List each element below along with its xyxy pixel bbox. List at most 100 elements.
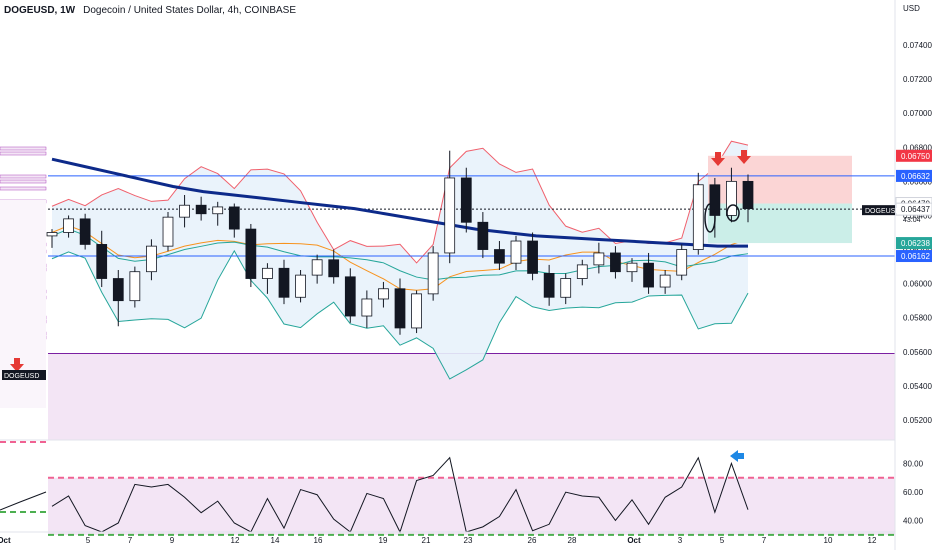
- time-tick: 26: [528, 536, 537, 545]
- candle-up: [63, 218, 74, 233]
- candle-up: [311, 259, 323, 276]
- bollinger-fill: [52, 141, 748, 379]
- left-arrow-icon: [730, 450, 744, 462]
- candle-down: [543, 273, 555, 298]
- candle-down: [79, 218, 91, 245]
- candle-up: [659, 274, 671, 288]
- price-tick: 0.06800: [903, 143, 932, 152]
- current-symbol-text: DOGEUSD: [865, 208, 900, 215]
- support-zone: [48, 353, 895, 440]
- candle-down: [195, 204, 207, 215]
- price-label: 0.06750: [901, 152, 930, 161]
- time-tick: Oct: [627, 536, 641, 545]
- circle-annotation: [704, 203, 716, 233]
- price-label: 0.06162: [901, 252, 930, 261]
- price-label: 0.06437: [901, 205, 930, 214]
- price-tick: 0.07000: [903, 109, 932, 118]
- time-tick: 3: [678, 536, 683, 545]
- down-arrow-icon: [711, 152, 725, 166]
- candle-down: [278, 267, 290, 298]
- price-tick: 0.07200: [903, 75, 932, 84]
- left-zone-stripe: [0, 179, 47, 184]
- price-label-bg: [896, 149, 932, 162]
- symbol-description: Dogecoin / United States Dollar, 4h, COI…: [83, 4, 297, 16]
- candle-down: [527, 240, 538, 274]
- candle-up: [212, 206, 224, 215]
- rsi-tick: 60.00: [903, 488, 924, 497]
- current-symbol-tag: [862, 205, 895, 216]
- candle-up: [676, 249, 688, 276]
- left-zone-stripe: [0, 146, 47, 151]
- time-tick: 7: [762, 536, 767, 545]
- candle-down: [460, 177, 472, 223]
- candle-down: [643, 262, 654, 288]
- time-tick: 5: [86, 536, 91, 545]
- price-label-bg: [896, 250, 932, 263]
- rsi-band: [48, 477, 895, 535]
- price-tick: 0.05400: [903, 382, 932, 391]
- currency-label: USD: [903, 4, 920, 13]
- candle-up: [129, 271, 141, 302]
- price-tick: 0.05200: [903, 416, 932, 425]
- candle-down: [477, 221, 489, 250]
- left-symbol-text: DOGEUSD: [4, 373, 39, 380]
- candle-down: [96, 244, 108, 279]
- candle-up: [378, 288, 389, 300]
- candle-up: [361, 298, 373, 317]
- ema-200-line: [51, 157, 748, 248]
- price-tick: 0.05600: [903, 348, 932, 357]
- time-tick: 5: [720, 536, 725, 545]
- candle-up: [427, 252, 439, 295]
- candle-up: [576, 264, 588, 279]
- left-symbol-tag: [2, 370, 46, 380]
- candle-up: [179, 204, 190, 218]
- candle-up: [146, 245, 157, 273]
- candle-up: [593, 252, 605, 266]
- time-tick: 16: [314, 536, 323, 545]
- candle-down: [394, 288, 406, 329]
- candle-up: [726, 180, 737, 216]
- price-label: 0.06238: [901, 239, 930, 248]
- price-tick: 0.06400: [903, 211, 932, 220]
- candle-down: [344, 276, 356, 317]
- candle-down: [610, 252, 621, 273]
- time-tick: 28: [568, 536, 577, 545]
- left-zone-stripe: [0, 174, 47, 179]
- candle-up: [444, 177, 456, 254]
- time-tick: 9: [170, 536, 175, 545]
- left-zone-stripe: [0, 151, 47, 156]
- candle-down: [742, 180, 754, 210]
- price-tick: 0.05800: [903, 314, 932, 323]
- time-tick: Oct: [0, 536, 11, 545]
- time-tick: 21: [422, 536, 431, 545]
- time-tick: 7: [128, 536, 133, 545]
- candle-up: [295, 274, 306, 298]
- candle-up: [560, 278, 572, 298]
- candle-down: [328, 259, 340, 278]
- price-tick: 0.07400: [903, 41, 932, 50]
- price-label-bg: [895, 202, 932, 216]
- rsi-line-left: [0, 491, 47, 511]
- time-tick: 10: [824, 536, 833, 545]
- countdown-label: 43:04: [903, 217, 921, 224]
- left-zone-stripe: [0, 186, 47, 191]
- time-tick: 23: [464, 536, 473, 545]
- candle-up: [411, 293, 422, 329]
- price-label-bg: [896, 237, 932, 250]
- price-axis-bg: [895, 0, 932, 550]
- down-arrow-icon: [737, 150, 751, 164]
- symbol-label[interactable]: DOGEUSD, 1W: [4, 4, 76, 16]
- time-tick: 12: [868, 536, 877, 545]
- time-tick: 12: [231, 536, 240, 545]
- candle-down: [112, 278, 124, 302]
- candle-up: [46, 232, 58, 237]
- bollinger-lower: [51, 249, 749, 380]
- candle-up: [262, 267, 273, 279]
- price-label: 0.06632: [901, 172, 930, 181]
- candle-up: [626, 262, 638, 273]
- candle-up: [162, 216, 174, 247]
- candle-down: [245, 228, 257, 279]
- circle-annotation: [726, 204, 740, 222]
- chart-header: DOGEUSD, 1W Dogecoin / United States Dol…: [0, 0, 296, 20]
